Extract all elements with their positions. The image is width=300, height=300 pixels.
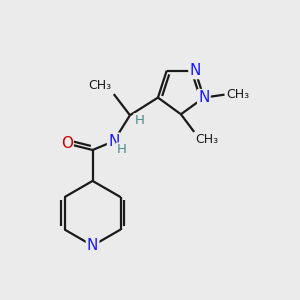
- Text: O: O: [61, 136, 73, 151]
- Text: N: N: [198, 90, 210, 105]
- Text: N: N: [108, 134, 119, 149]
- Text: CH₃: CH₃: [88, 79, 111, 92]
- Text: N: N: [189, 63, 201, 78]
- Text: H: H: [117, 143, 127, 157]
- Text: N: N: [87, 238, 98, 253]
- Text: CH₃: CH₃: [196, 134, 219, 146]
- Text: CH₃: CH₃: [226, 88, 249, 101]
- Text: H: H: [134, 114, 144, 127]
